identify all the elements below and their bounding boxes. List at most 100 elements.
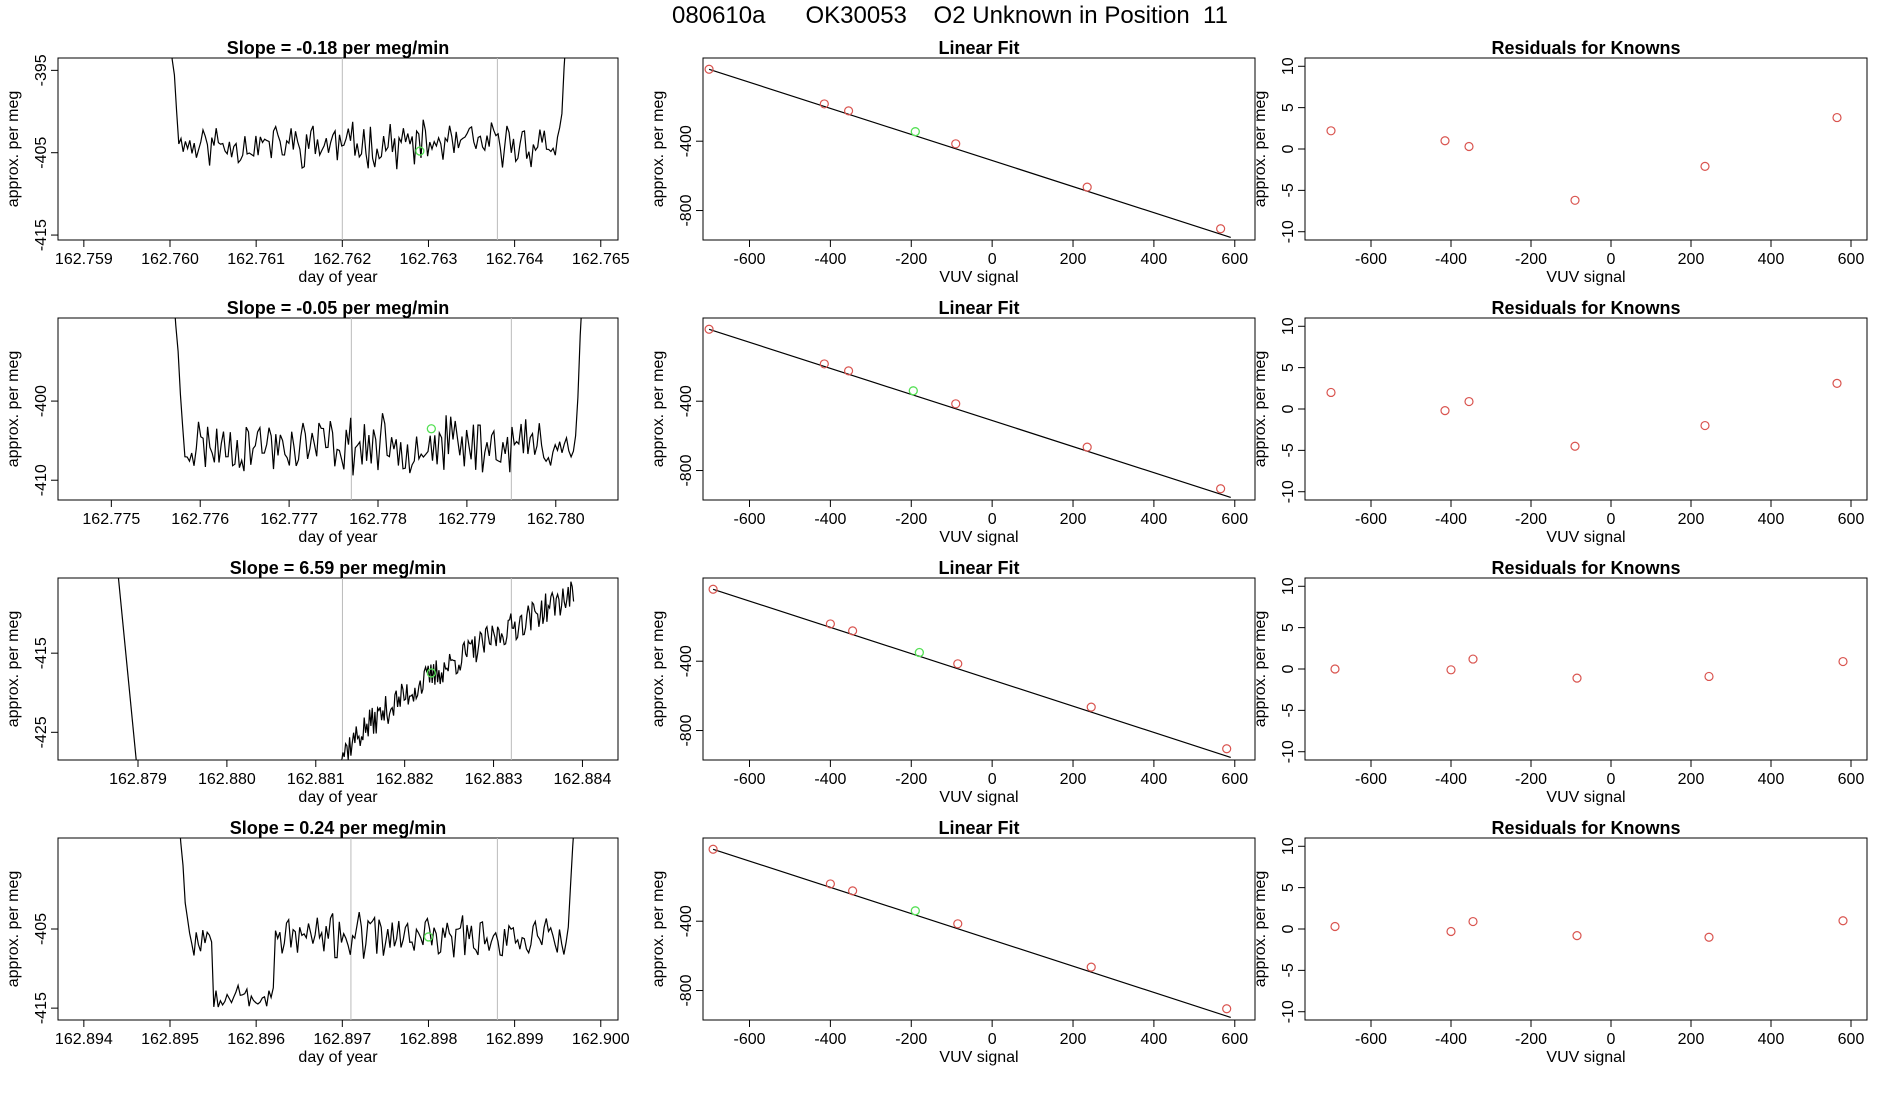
panel-4-1-xtick-label: 162.894 [55,1031,113,1048]
panel-1-1-ytick-label: -395 [33,54,50,86]
panel-4-2-known-point [953,919,963,929]
panel-4-3-xlabel: VUV signal [1546,1049,1625,1066]
panel-3-1-ytick-label: -415 [33,637,50,669]
panel-4-3-ylabel: approx. per meg [1252,871,1269,988]
panel-3-3-xtick-label: -200 [1515,771,1547,788]
panel-3-3-known-point [1468,654,1478,664]
panel-4-1-xlabel: day of year [298,1049,378,1066]
panel-3-2-title: Linear Fit [938,558,1019,578]
panel-4-3-ytick-label: 0 [1280,924,1297,933]
panel-1-1-xtick-label: 162.763 [400,251,458,268]
panel-2-2-xlabel: VUV signal [939,529,1018,546]
panel-1-1-unknown-point [415,146,425,156]
panel-2-2-xtick-label: 0 [988,511,997,528]
panel-2-1-title: Slope = -0.05 per meg/min [227,298,450,318]
panel-1-3-ytick-label: -5 [1280,183,1297,197]
panel-4-3-known-point [1572,931,1582,941]
panel-4-3-known-point [1330,921,1340,932]
panel-2-2-known-point [1216,484,1226,494]
panel-4-2-xtick-label: 0 [988,1031,997,1048]
panel-2-2-known-point [951,399,961,409]
panel-4-3: Residuals for Knowns -600 -400 -200 0 200 400 6… [1252,818,1868,1066]
panel-3-1-xtick-label: 162.880 [198,771,256,788]
panel-4-3-plot-frame [1304,837,1868,1021]
panel-3-3-ytick-label: 0 [1280,664,1297,673]
panel-3-1-xlabel: day of year [298,789,378,806]
panel-1-3: Residuals for Knowns -600 -400 -200 0 200 400 6… [1252,38,1868,286]
panel-2-3-xtick-label: 0 [1607,511,1616,528]
panel-2-2-ytick-label: -800 [678,454,695,486]
panel-4-1-xtick-label: 162.895 [141,1031,199,1048]
panel-2-2-unknown-point [908,386,918,396]
panel-1-1-title: Slope = -0.18 per meg/min [227,38,450,58]
panel-4-3-ytick-label: -5 [1280,963,1297,977]
panel-2-2-xtick-label: -200 [895,511,927,528]
panel-3-1-ytick-label: -425 [33,716,50,748]
panel-2-1-xtick-label: 162.780 [527,511,585,528]
panel-1-3-known-point [1570,195,1580,205]
panel-2-2-xtick-label: 200 [1060,511,1087,528]
panel-3-3-plot-area [1330,654,1848,683]
panel-2-3-xtick-label: 600 [1838,511,1865,528]
panel-4-3-xtick-label: 400 [1758,1031,1785,1048]
panel-4-3-known-point [1468,916,1478,927]
panel-2-1-ytick-label: -400 [33,385,50,417]
panel-4-2-xtick-label: -400 [814,1031,846,1048]
panel-1-1-xtick-label: 162.760 [141,251,199,268]
panel-4-3-xtick-label: 0 [1607,1031,1616,1048]
panel-4-1-xtick-label: 162.899 [486,1031,544,1048]
panel-2-3-xtick-label: 400 [1758,511,1785,528]
panel-2-2-ytick-label: -400 [678,385,695,417]
panel-3-1-ylabel: approx. per meg [5,611,22,728]
panel-2-3-known-point [1440,406,1450,416]
panel-3-2-known-point [848,626,858,636]
panel-4-2-xlabel: VUV signal [939,1049,1018,1066]
panel-2-2-ylabel: approx. per meg [650,351,667,468]
panel-2-1-ylabel: approx. per meg [5,351,22,468]
panel-2-3-xlabel: VUV signal [1546,529,1625,546]
panel-4-2-ytick-label: -800 [678,974,695,1006]
panel-2-1: Slope = -0.05 per meg/min 162.775 162.776 1… [5,298,619,546]
panel-1-2-ytick-label: -800 [678,194,695,226]
panel-3-2-xtick-label: 600 [1221,771,1248,788]
panel-3-1-xtick-label: 162.884 [554,771,612,788]
panel-3-2: Linear Fit -600 -400 -200 0 200 400 600 -400 -800… [650,558,1256,806]
panel-4-3-known-point [1704,932,1714,942]
panel-3-3-ylabel: approx. per meg [1252,611,1269,728]
panel-4-3-xtick-label: 200 [1678,1031,1705,1048]
panel-1-2-xtick-label: -200 [895,251,927,268]
panel-4-2-title: Linear Fit [938,818,1019,838]
panel-1-3-known-point [1326,126,1336,136]
panel-3-2-unknown-point [914,647,925,658]
panel-1-1-plot-area [171,58,566,240]
panel-3-3-xtick-label: -600 [1355,771,1387,788]
panel-1-2-xtick-label: 200 [1060,251,1087,268]
panel-4-2: Linear Fit -600 -400 -200 0 200 400 600 -400 -800… [650,818,1256,1066]
panel-3-3-xtick-label: 200 [1678,771,1705,788]
panel-4-2-known-point [1222,1004,1232,1014]
panel-2-3-ytick-label: 10 [1280,317,1297,335]
panel-1-3-ytick-label: 10 [1280,57,1297,75]
panel-2-1-xtick-label: 162.778 [349,511,407,528]
panel-4-2-xtick-label: -600 [733,1031,765,1048]
panel-2-3-known-point [1700,420,1710,431]
panel-1-2-known-point [843,106,854,116]
panel-4-1-ylabel: approx. per meg [5,871,22,988]
panel-4-2-plot-frame [702,837,1256,1021]
panel-3-3-xtick-label: 600 [1838,771,1865,788]
panel-4-3-xtick-label: 600 [1838,1031,1865,1048]
panel-1-2: Linear Fit -600 -400 -200 0 200 400 600 -400 -800… [650,38,1256,286]
panel-4-3-ytick-label: 10 [1280,837,1297,855]
panel-2-3-ylabel: approx. per meg [1252,351,1269,468]
panel-2-2-known-point [819,359,829,369]
panel-2-1-unknown-point [426,424,436,434]
panel-4-2-known-point [708,844,718,854]
panel-2-3-xtick-label: 200 [1678,511,1705,528]
panel-2-3-known-point [1832,378,1842,388]
panel-2-1-xtick-label: 162.775 [82,511,140,528]
panel-1-1-xtick-label: 162.762 [313,251,371,268]
panel-3-3-known-point [1704,671,1714,682]
panel-2-3-known-point [1326,387,1336,398]
panel-4-3-known-point [1838,916,1848,926]
panel-1-1-ylabel: approx. per meg [5,91,22,208]
